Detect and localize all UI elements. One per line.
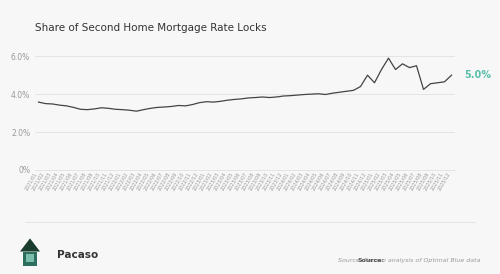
Text: 5.0%: 5.0% — [464, 70, 491, 80]
Text: Source: Pacaso analysis of Optimal Blue data: Source: Pacaso analysis of Optimal Blue … — [338, 258, 480, 263]
Text: Share of Second Home Mortgage Rate Locks: Share of Second Home Mortgage Rate Locks — [35, 23, 266, 33]
Text: Source:: Source: — [358, 258, 384, 263]
Polygon shape — [26, 254, 34, 262]
Text: Pacaso: Pacaso — [58, 250, 99, 260]
Polygon shape — [20, 238, 40, 252]
Polygon shape — [23, 252, 37, 266]
